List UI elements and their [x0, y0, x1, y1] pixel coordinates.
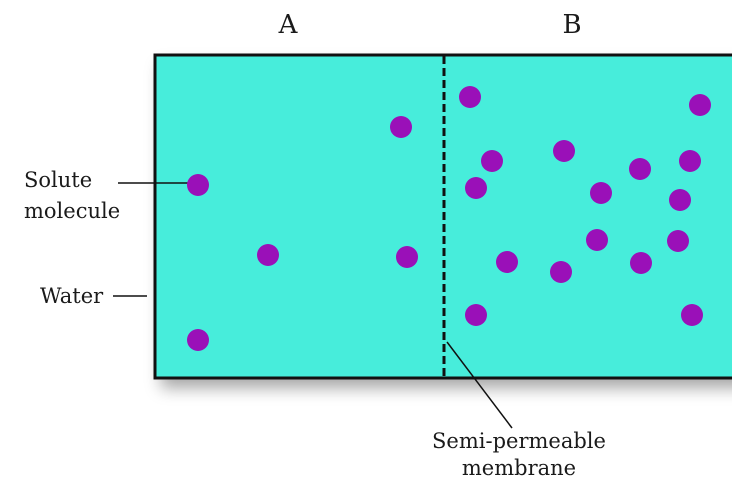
solute-molecule: [553, 140, 575, 162]
solute-molecule: [187, 329, 209, 351]
solute-label-line1: Solute: [24, 168, 92, 192]
solute-molecule: [396, 246, 418, 268]
solute-molecule: [629, 158, 651, 180]
solute-molecule: [550, 261, 572, 283]
solute-molecule: [630, 252, 652, 274]
solute-molecule: [481, 150, 503, 172]
membrane-label-line2: membrane: [462, 456, 576, 480]
solute-molecule: [465, 177, 487, 199]
solute-molecule: [586, 229, 608, 251]
membrane-label-line1: Semi-permeable: [432, 429, 606, 453]
solute-molecule: [496, 251, 518, 273]
solute-molecule: [459, 86, 481, 108]
compartment-b-label: B: [562, 10, 581, 40]
membrane-leader-line: [446, 341, 513, 429]
solute-molecule: [669, 189, 691, 211]
water-label: Water: [40, 284, 104, 308]
solute-molecule: [390, 116, 412, 138]
compartment-a-label: A: [278, 10, 299, 40]
solute-molecule: [257, 244, 279, 266]
solute-molecule: [187, 174, 209, 196]
solute-label-line2: molecule: [24, 199, 120, 223]
solute-molecule: [681, 304, 703, 326]
solute-molecule: [667, 230, 689, 252]
solute-molecule: [679, 150, 701, 172]
solute-molecule: [465, 304, 487, 326]
solute-molecule: [689, 94, 711, 116]
solute-molecule: [590, 182, 612, 204]
